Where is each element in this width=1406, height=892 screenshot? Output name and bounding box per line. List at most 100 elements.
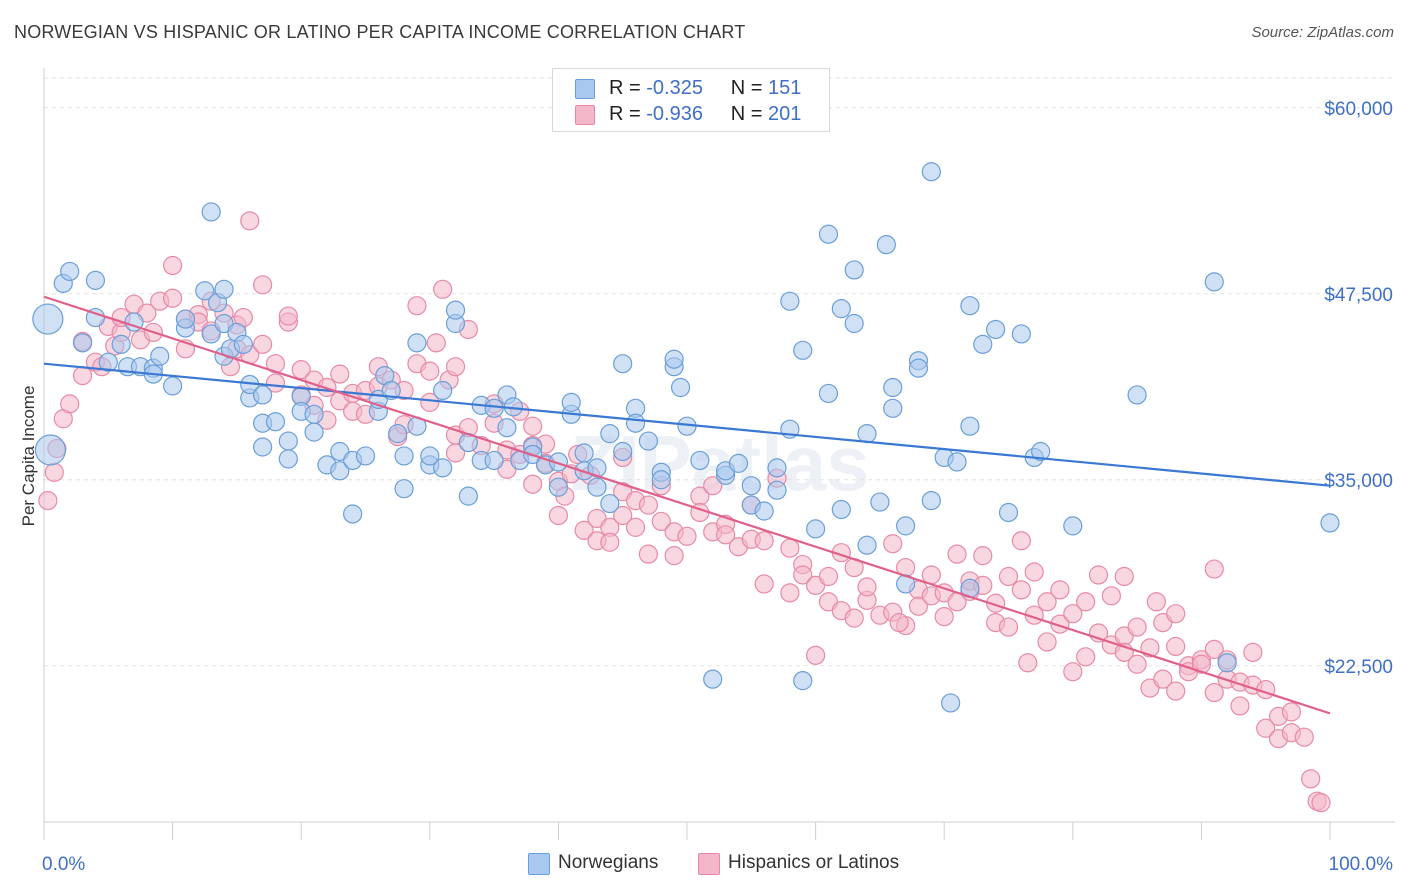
- norwegian-point: [690, 450, 710, 471]
- hispanic-point: [240, 211, 260, 231]
- legend-r-label: R =: [609, 77, 641, 99]
- norwegian-point: [947, 452, 967, 472]
- hispanic-point: [1311, 793, 1331, 813]
- hispanic-point: [1146, 592, 1166, 612]
- hispanic-point: [973, 546, 993, 566]
- hispanic-point: [754, 531, 774, 551]
- hispanic-point: [613, 505, 633, 526]
- norwegian-point: [214, 279, 234, 299]
- hispanic-point: [1281, 702, 1302, 722]
- norwegian-point: [793, 671, 813, 691]
- hispanic-point: [60, 394, 80, 414]
- norwegian-point: [201, 202, 221, 222]
- norwegian-point: [484, 450, 504, 471]
- norwegian-point: [876, 235, 896, 255]
- hispanic-point: [330, 364, 350, 384]
- norwegian-point: [587, 477, 607, 497]
- norwegian-point: [548, 452, 569, 472]
- hispanic-point: [407, 296, 427, 316]
- chart-title: NORWEGIAN VS HISPANIC OR LATINO PER CAPI…: [14, 22, 746, 42]
- norwegian-point: [638, 431, 659, 451]
- hispanic-point: [1191, 654, 1212, 674]
- norwegian-point: [844, 313, 864, 334]
- hispanic-point: [1076, 592, 1096, 612]
- hispanic-point: [1063, 662, 1083, 682]
- y-tick-label: $22,500: [1324, 657, 1393, 678]
- norwegian-point: [625, 413, 646, 433]
- hispanic-point: [38, 490, 58, 511]
- hispanic-point: [1166, 636, 1186, 657]
- hispanic-point: [1294, 727, 1314, 747]
- norwegian-point: [278, 449, 298, 469]
- norwegian-point: [233, 334, 253, 354]
- hispanic-point: [1256, 718, 1276, 738]
- legend-r-value-norwegians: -0.325: [646, 77, 703, 99]
- hispanic-point: [278, 306, 298, 326]
- norwegian-point: [703, 669, 723, 689]
- norwegian-point: [433, 380, 453, 401]
- norwegian-point: [253, 437, 273, 457]
- norwegian-point: [960, 416, 980, 436]
- hispanic-point: [426, 333, 446, 353]
- legend-n-value-norwegians: 151: [768, 77, 802, 99]
- hispanic-point: [548, 505, 569, 526]
- norwegian-point: [941, 693, 961, 713]
- norwegian-point: [304, 422, 324, 442]
- hispanic-point: [1018, 653, 1038, 673]
- hispanic-point: [625, 517, 646, 537]
- hispanic-point: [1063, 604, 1083, 624]
- norwegian-point: [1031, 441, 1051, 462]
- y-axis-title: Per Capita Income: [19, 386, 38, 527]
- legend-n-label: N =: [730, 77, 763, 99]
- norwegian-point: [1204, 272, 1224, 292]
- hispanic-point: [947, 544, 967, 564]
- hispanic-point: [1050, 580, 1070, 600]
- norwegian-point: [343, 504, 363, 524]
- y-tick-label: $35,000: [1324, 471, 1393, 492]
- norwegian-point: [1011, 324, 1031, 344]
- y-tick-label: $47,500: [1324, 285, 1393, 306]
- correlation-legend: R = -0.325 N = 151 R = -0.936 N = 201: [552, 68, 830, 132]
- norwegian-point: [831, 499, 851, 520]
- hispanic-point: [934, 607, 954, 627]
- norwegian-point: [253, 385, 273, 405]
- hispanic-point: [523, 416, 543, 436]
- hispanic-point: [1243, 642, 1263, 662]
- hispanic-point: [420, 361, 440, 381]
- hispanic-point: [1011, 580, 1031, 600]
- norwegian-point: [818, 224, 839, 244]
- norwegian-point: [998, 502, 1019, 523]
- norwegian-point: [908, 358, 929, 378]
- norwegian-point: [381, 380, 401, 401]
- hispanic-point: [574, 520, 594, 540]
- norwegian-point: [388, 424, 408, 444]
- hispanic-point: [163, 288, 183, 308]
- hispanic-point: [1140, 638, 1160, 658]
- legend-swatch-hispanics: [575, 105, 595, 125]
- norwegian-point: [728, 453, 749, 473]
- norwegian-point: [111, 334, 131, 354]
- norwegian-point: [574, 443, 594, 463]
- hispanic-point: [433, 279, 453, 299]
- legend-r-label: R =: [609, 103, 641, 125]
- hispanic-point: [265, 373, 286, 393]
- hispanic-point: [1153, 669, 1173, 689]
- norwegian-point: [805, 519, 826, 539]
- hispanic-point: [1088, 565, 1109, 585]
- hispanic-point: [445, 443, 466, 463]
- norwegian-point: [741, 476, 761, 496]
- norwegian-point: [651, 470, 671, 490]
- hispanic-point: [908, 596, 929, 616]
- norwegian-point: [793, 340, 813, 360]
- hispanic-point: [651, 511, 671, 532]
- hispanic-point: [805, 645, 826, 665]
- norwegian-point: [1320, 513, 1340, 533]
- norwegian-point: [304, 404, 324, 424]
- norwegian-point: [883, 398, 903, 418]
- hispanic-point: [72, 366, 93, 386]
- hispanic-point: [44, 462, 64, 482]
- norwegian-point: [420, 446, 440, 466]
- norwegian-point: [484, 398, 504, 418]
- norwegian-point: [394, 446, 414, 466]
